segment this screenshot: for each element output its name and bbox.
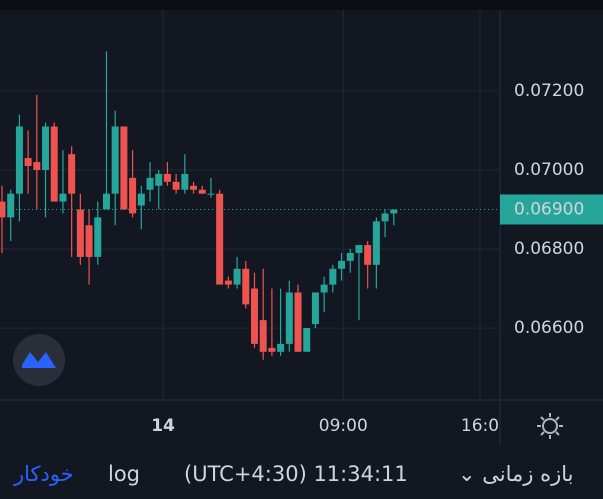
candle-body	[68, 154, 76, 194]
candle-body	[224, 280, 232, 285]
candle-body	[102, 193, 110, 210]
current-price-box	[500, 194, 603, 225]
candle-body	[346, 252, 354, 261]
log-button[interactable]: log	[108, 462, 141, 486]
chart: 0.06600 0.06800 0.07000 0.07200 14 09:00 16:0 0…	[0, 0, 603, 446]
candle-body	[155, 173, 163, 186]
candle-body	[59, 193, 67, 202]
top-bar	[0, 0, 603, 10]
candle-body	[242, 268, 250, 305]
candle-body	[129, 177, 137, 214]
candle-body	[163, 173, 171, 182]
candle-body	[33, 162, 41, 170]
candle-body	[7, 193, 15, 218]
candle-body	[146, 177, 154, 190]
candle-body	[303, 328, 311, 352]
candle-body	[372, 221, 380, 265]
candle-body	[50, 126, 58, 202]
auto-scale-button[interactable]: خودکار	[14, 462, 74, 486]
logo[interactable]	[13, 334, 65, 386]
candle-body	[137, 193, 145, 206]
candle-body	[250, 288, 258, 344]
x-tick-label: 16:0	[461, 416, 499, 436]
candle-body	[285, 292, 293, 344]
y-tick-label: 0.06800	[514, 239, 584, 259]
candle-body	[381, 213, 389, 222]
candle-body	[181, 173, 189, 190]
candle-body	[76, 209, 84, 257]
settings-icon[interactable]	[537, 413, 563, 439]
interval-button[interactable]: بازه زمانی ⌄	[458, 462, 574, 486]
candle-body	[355, 245, 363, 253]
candle-body	[24, 158, 32, 167]
y-tick-label: 0.07000	[514, 160, 584, 180]
candle-body	[85, 225, 93, 257]
candle-body	[268, 347, 276, 352]
candle-body	[207, 193, 215, 195]
candle-body	[120, 126, 128, 210]
candle-body	[364, 245, 372, 265]
x-tick-label: 14	[151, 416, 175, 436]
timezone[interactable]: (UTC+4:30) 11:34:11	[184, 462, 408, 486]
y-tick-label: 0.07200	[514, 81, 584, 101]
candle-body	[259, 320, 267, 352]
current-price-label: 0.06900	[514, 199, 584, 219]
y-tick-label: 0.06600	[514, 318, 584, 338]
candle-body	[216, 193, 224, 285]
candle-body	[338, 260, 346, 269]
candle-body	[233, 268, 241, 285]
candle-body	[0, 201, 6, 218]
candle-body	[320, 284, 328, 293]
candle-body	[172, 181, 180, 190]
candle-body	[190, 185, 198, 190]
x-tick-label: 09:00	[319, 416, 368, 436]
candle-body	[198, 189, 206, 194]
interval-label: بازه زمانی	[482, 462, 574, 486]
candle-body	[294, 292, 302, 352]
candle-body	[111, 126, 119, 194]
candle-body	[311, 292, 319, 325]
candle-body	[94, 217, 102, 257]
candle-body	[390, 209, 398, 214]
candle-body	[329, 268, 337, 285]
candle-body	[42, 126, 50, 170]
candle-body	[277, 343, 285, 352]
candle-body	[15, 126, 23, 194]
